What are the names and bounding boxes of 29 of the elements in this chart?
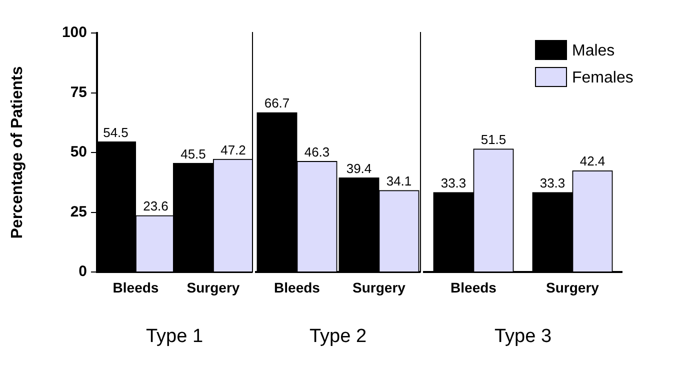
data-label: 33.3 bbox=[440, 175, 466, 190]
y-tick-label: 0 bbox=[78, 263, 87, 280]
legend-label: Females bbox=[572, 69, 634, 86]
data-label: 23.6 bbox=[143, 198, 168, 214]
y-axis-title: Percentage of Patients bbox=[9, 66, 26, 239]
data-label: 33.3 bbox=[540, 175, 566, 190]
x-axis-title: Type 1 bbox=[146, 326, 204, 347]
y-tick-label: 75 bbox=[70, 84, 87, 101]
data-label: 45.5 bbox=[180, 146, 206, 162]
x-axis-title: Type 2 bbox=[309, 326, 367, 347]
y-tick-label: 25 bbox=[70, 203, 87, 220]
legend-label: Males bbox=[572, 42, 615, 60]
y-tick-label: 50 bbox=[70, 144, 87, 161]
data-label: 39.4 bbox=[346, 160, 372, 176]
x-tick-label: Surgery bbox=[186, 279, 240, 296]
x-tick-label: Surgery bbox=[546, 279, 600, 296]
y-tick-label: 100 bbox=[62, 24, 87, 42]
x-tick-label: Bleeds bbox=[450, 279, 497, 296]
data-label: 46.3 bbox=[304, 144, 330, 160]
x-tick-label: Bleeds bbox=[112, 279, 159, 296]
data-label: 42.4 bbox=[580, 154, 606, 169]
data-label: 54.5 bbox=[103, 124, 128, 140]
data-label: 47.2 bbox=[220, 142, 246, 158]
x-tick-label: Bleeds bbox=[274, 279, 320, 296]
x-tick-label: Surgery bbox=[352, 279, 406, 296]
data-label: 51.5 bbox=[480, 132, 506, 147]
data-label: 66.7 bbox=[264, 96, 290, 111]
data-label: 34.1 bbox=[386, 174, 412, 189]
x-axis-title: Type 3 bbox=[494, 326, 552, 347]
